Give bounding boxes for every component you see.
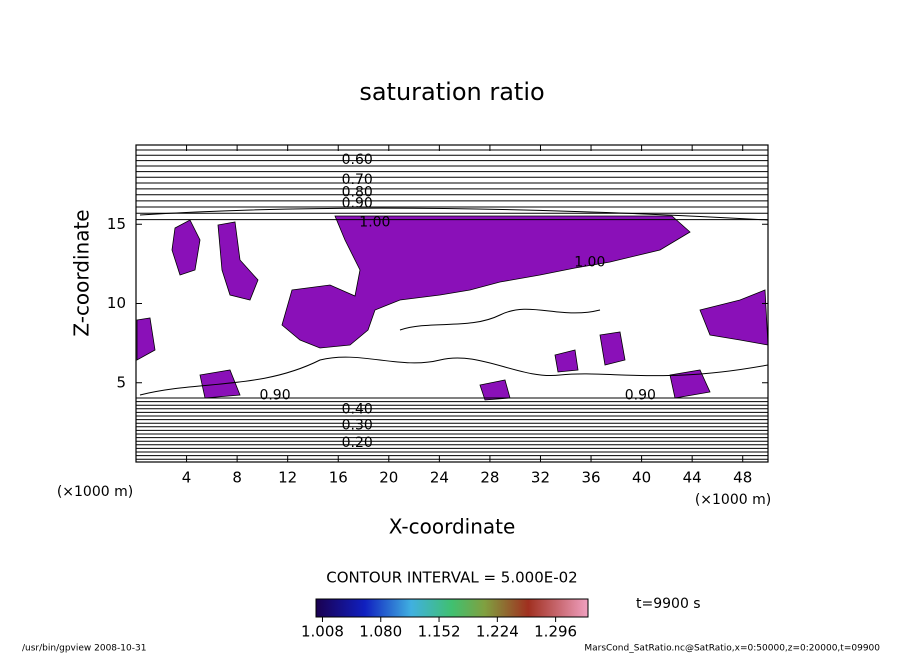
- footer-left: /usr/bin/gpview 2008-10-31: [22, 644, 146, 654]
- supersaturated-region: [281, 215, 691, 349]
- contour-label: 0.90: [342, 196, 373, 212]
- y-axis-unit: (×1000 m): [57, 484, 133, 500]
- supersaturated-region: [554, 349, 579, 373]
- y-tick-label: 15: [107, 215, 126, 233]
- x-tick-label: 28: [480, 469, 499, 487]
- contour-label: 0.90: [625, 387, 656, 403]
- x-tick-label: 44: [683, 469, 702, 487]
- supersaturated-region: [136, 317, 156, 361]
- x-axis-label: X-coordinate: [389, 515, 516, 539]
- x-tick-label: 36: [581, 469, 600, 487]
- contour-label: 0.80: [342, 185, 373, 201]
- footer-right: MarsCond_SatRatio.nc@SatRatio,x=0:50000,…: [584, 644, 880, 654]
- x-tick-label: 16: [329, 469, 348, 487]
- x-tick-label: 8: [232, 469, 242, 487]
- contour-line: [399, 308, 601, 331]
- supersaturated-region: [479, 379, 511, 401]
- contour-label: 0.30: [342, 418, 373, 434]
- supersaturated-region: [599, 331, 626, 366]
- x-tick-label: 20: [379, 469, 398, 487]
- contour-label: 0.90: [259, 387, 290, 403]
- x-tick-label: 48: [733, 469, 752, 487]
- supersaturated-region: [669, 369, 711, 399]
- contour-line: [139, 356, 768, 396]
- contour-field: [136, 149, 768, 460]
- contour-label: 1.00: [574, 254, 605, 270]
- colorbar-tick-label: 1.224: [476, 623, 519, 641]
- contour-label: 0.40: [342, 402, 373, 418]
- plot-frame: [135, 144, 769, 463]
- contour-label: 0.70: [342, 172, 373, 188]
- colorbar-tick-label: 1.080: [359, 623, 402, 641]
- contour-label: 1.00: [359, 215, 390, 231]
- supersaturated-region: [217, 221, 259, 301]
- contour-line: [139, 207, 768, 221]
- supersaturated-region: [171, 219, 201, 276]
- y-tick-label: 5: [116, 373, 126, 391]
- x-tick-label: 24: [430, 469, 449, 487]
- contour-lines: [136, 149, 768, 460]
- colorbar-tick-label: 1.296: [534, 623, 577, 641]
- x-tick-label: 40: [632, 469, 651, 487]
- y-axis-label: Z-coordinate: [70, 209, 94, 336]
- contour-label: 0.20: [342, 435, 373, 451]
- x-tick-label: 32: [531, 469, 550, 487]
- time-label: t=9900 s: [636, 596, 701, 612]
- colorbar: [315, 598, 589, 618]
- colorbar-tick-label: 1.008: [301, 623, 344, 641]
- contour-label: 0.60: [342, 152, 373, 168]
- chart-title: saturation ratio: [359, 78, 544, 106]
- x-axis-unit: (×1000 m): [695, 492, 771, 508]
- contour-interval: CONTOUR INTERVAL = 5.000E-02: [326, 569, 577, 587]
- x-tick-label: 12: [278, 469, 297, 487]
- colorbar-tick-label: 1.152: [418, 623, 461, 641]
- supersaturated-region: [699, 289, 768, 346]
- x-tick-label: 4: [182, 469, 192, 487]
- y-tick-label: 10: [107, 294, 126, 312]
